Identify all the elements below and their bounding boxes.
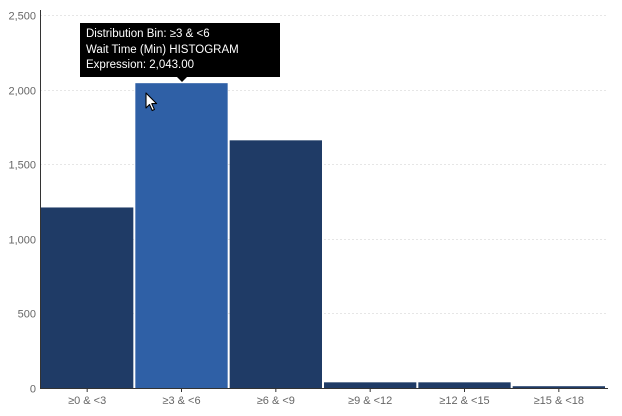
- bars: [41, 83, 605, 389]
- y-tick-label: 2,000: [8, 86, 36, 98]
- bar[interactable]: [41, 207, 134, 388]
- bar[interactable]: [229, 140, 322, 388]
- tooltip-expression: Expression: 2,043.00: [86, 59, 195, 71]
- x-tick-label: ≥3 & <6: [162, 395, 200, 407]
- y-tick-label: 1,000: [8, 235, 36, 247]
- x-tick-label: ≥15 & <18: [534, 395, 584, 407]
- x-axis-ticks: ≥0 & <3 ≥3 & <6 ≥6 & <9 ≥9 & <12 ≥12 & <15 ≥1…: [68, 388, 584, 407]
- bar[interactable]: [324, 382, 417, 388]
- x-tick-label: ≥6 & <9: [257, 395, 295, 407]
- gridlines: [40, 15, 608, 314]
- y-tick-label: 0: [30, 384, 36, 396]
- y-tick-label: 500: [18, 309, 36, 321]
- x-tick-label: ≥0 & <3: [68, 395, 106, 407]
- tooltip-title: Wait Time (Min) HISTOGRAM: [86, 43, 239, 56]
- bar[interactable]: [135, 83, 228, 389]
- x-tick-label: ≥12 & <15: [439, 395, 489, 407]
- bar[interactable]: [512, 386, 605, 388]
- y-tick-label: 1,500: [8, 160, 36, 172]
- arrow-pointer-icon: [145, 92, 159, 117]
- x-tick-label: ≥9 & <12: [348, 395, 392, 407]
- bar-tooltip: Distribution Bin: ≥3 & <6 Wait Time (Min…: [80, 23, 280, 82]
- tooltip-bin: Distribution Bin: ≥3 & <6: [86, 28, 210, 40]
- bar[interactable]: [418, 382, 511, 388]
- y-axis-ticks: 0 500 1,000 1,500 2,000 2,500: [8, 11, 36, 396]
- y-tick-label: 2,500: [8, 11, 36, 23]
